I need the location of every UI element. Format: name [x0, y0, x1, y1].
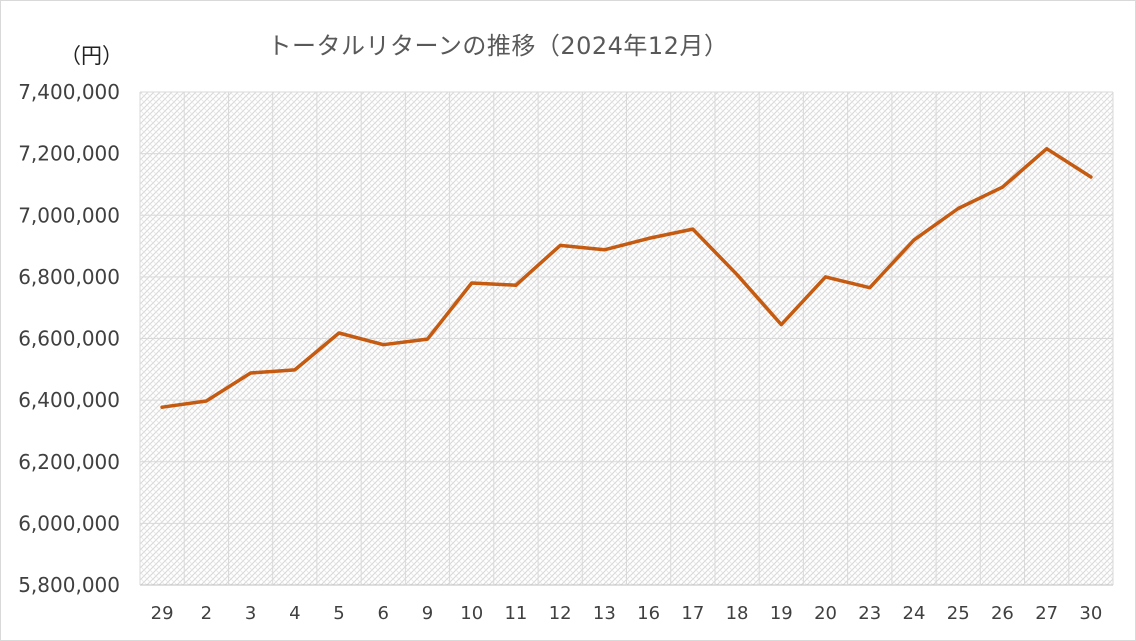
- data-point: [293, 368, 297, 372]
- data-point: [249, 371, 253, 375]
- data-point: [337, 331, 341, 335]
- data-point: [647, 236, 651, 240]
- data-point: [824, 275, 828, 279]
- x-tick-label: 13: [593, 603, 616, 624]
- y-tick-label: 6,800,000: [18, 265, 120, 289]
- y-tick-label: 6,400,000: [18, 388, 120, 412]
- data-point: [779, 323, 783, 327]
- y-tick-label: 7,000,000: [18, 203, 120, 227]
- data-point: [1045, 147, 1049, 151]
- x-tick-label: 5: [333, 603, 344, 624]
- x-tick-label: 29: [151, 603, 174, 624]
- x-tick-label: 4: [289, 603, 300, 624]
- x-tick-label: 9: [422, 603, 433, 624]
- x-tick-label: 10: [460, 603, 483, 624]
- y-tick-label: 6,000,000: [18, 511, 120, 535]
- x-tick-label: 25: [947, 603, 970, 624]
- y-tick-label: 7,400,000: [18, 80, 120, 104]
- data-point: [160, 405, 164, 409]
- y-tick-label: 6,600,000: [18, 327, 120, 351]
- x-tick-label: 16: [637, 603, 660, 624]
- x-tick-label: 17: [681, 603, 704, 624]
- data-point: [735, 273, 739, 277]
- x-tick-label: 19: [770, 603, 793, 624]
- x-tick-label: 12: [549, 603, 572, 624]
- series-line: [160, 146, 1093, 409]
- x-tick-label: 26: [991, 603, 1014, 624]
- x-tick-label: 30: [1079, 603, 1102, 624]
- chart-title-text: トータルリターンの推移（2024年12月）: [267, 32, 729, 60]
- y-tick-label: 6,200,000: [18, 450, 120, 474]
- x-tick-label: 18: [726, 603, 749, 624]
- data-point: [868, 286, 872, 290]
- series-layer: [160, 146, 1093, 409]
- data-point: [691, 227, 695, 231]
- gridlines: [139, 91, 1114, 586]
- x-tick-label: 20: [814, 603, 837, 624]
- data-point: [1089, 175, 1093, 179]
- x-tick-label: 2: [201, 603, 212, 624]
- data-point: [558, 243, 562, 247]
- data-point: [602, 248, 606, 252]
- y-axis-tick-labels: 5,800,000 6,000,000 6,200,000 6,400,000 6,60…: [18, 80, 120, 597]
- chart-title: トータルリターンの推移（2024年12月）: [0, 26, 1136, 61]
- y-axis-unit-label: （円）: [60, 44, 123, 68]
- x-tick-label: 24: [903, 603, 926, 624]
- data-point: [912, 238, 916, 242]
- x-tick-label: 23: [858, 603, 881, 624]
- data-point: [425, 337, 429, 341]
- x-axis-tick-labels: 29 2 3 4 5 6 9 10 11 12 13 16 17 18 19 20 23 24 25 26 27 30: [151, 603, 1103, 624]
- x-tick-label: 6: [378, 603, 389, 624]
- data-point: [204, 399, 208, 403]
- y-tick-label: 5,800,000: [18, 573, 120, 597]
- data-point: [1000, 185, 1004, 189]
- data-point: [470, 281, 474, 285]
- x-tick-label: 27: [1035, 603, 1058, 624]
- data-point: [956, 206, 960, 210]
- data-point: [381, 343, 385, 347]
- x-tick-label: 11: [504, 603, 527, 624]
- data-point: [514, 283, 518, 287]
- x-tick-label: 3: [245, 603, 256, 624]
- y-tick-label: 7,200,000: [18, 142, 120, 166]
